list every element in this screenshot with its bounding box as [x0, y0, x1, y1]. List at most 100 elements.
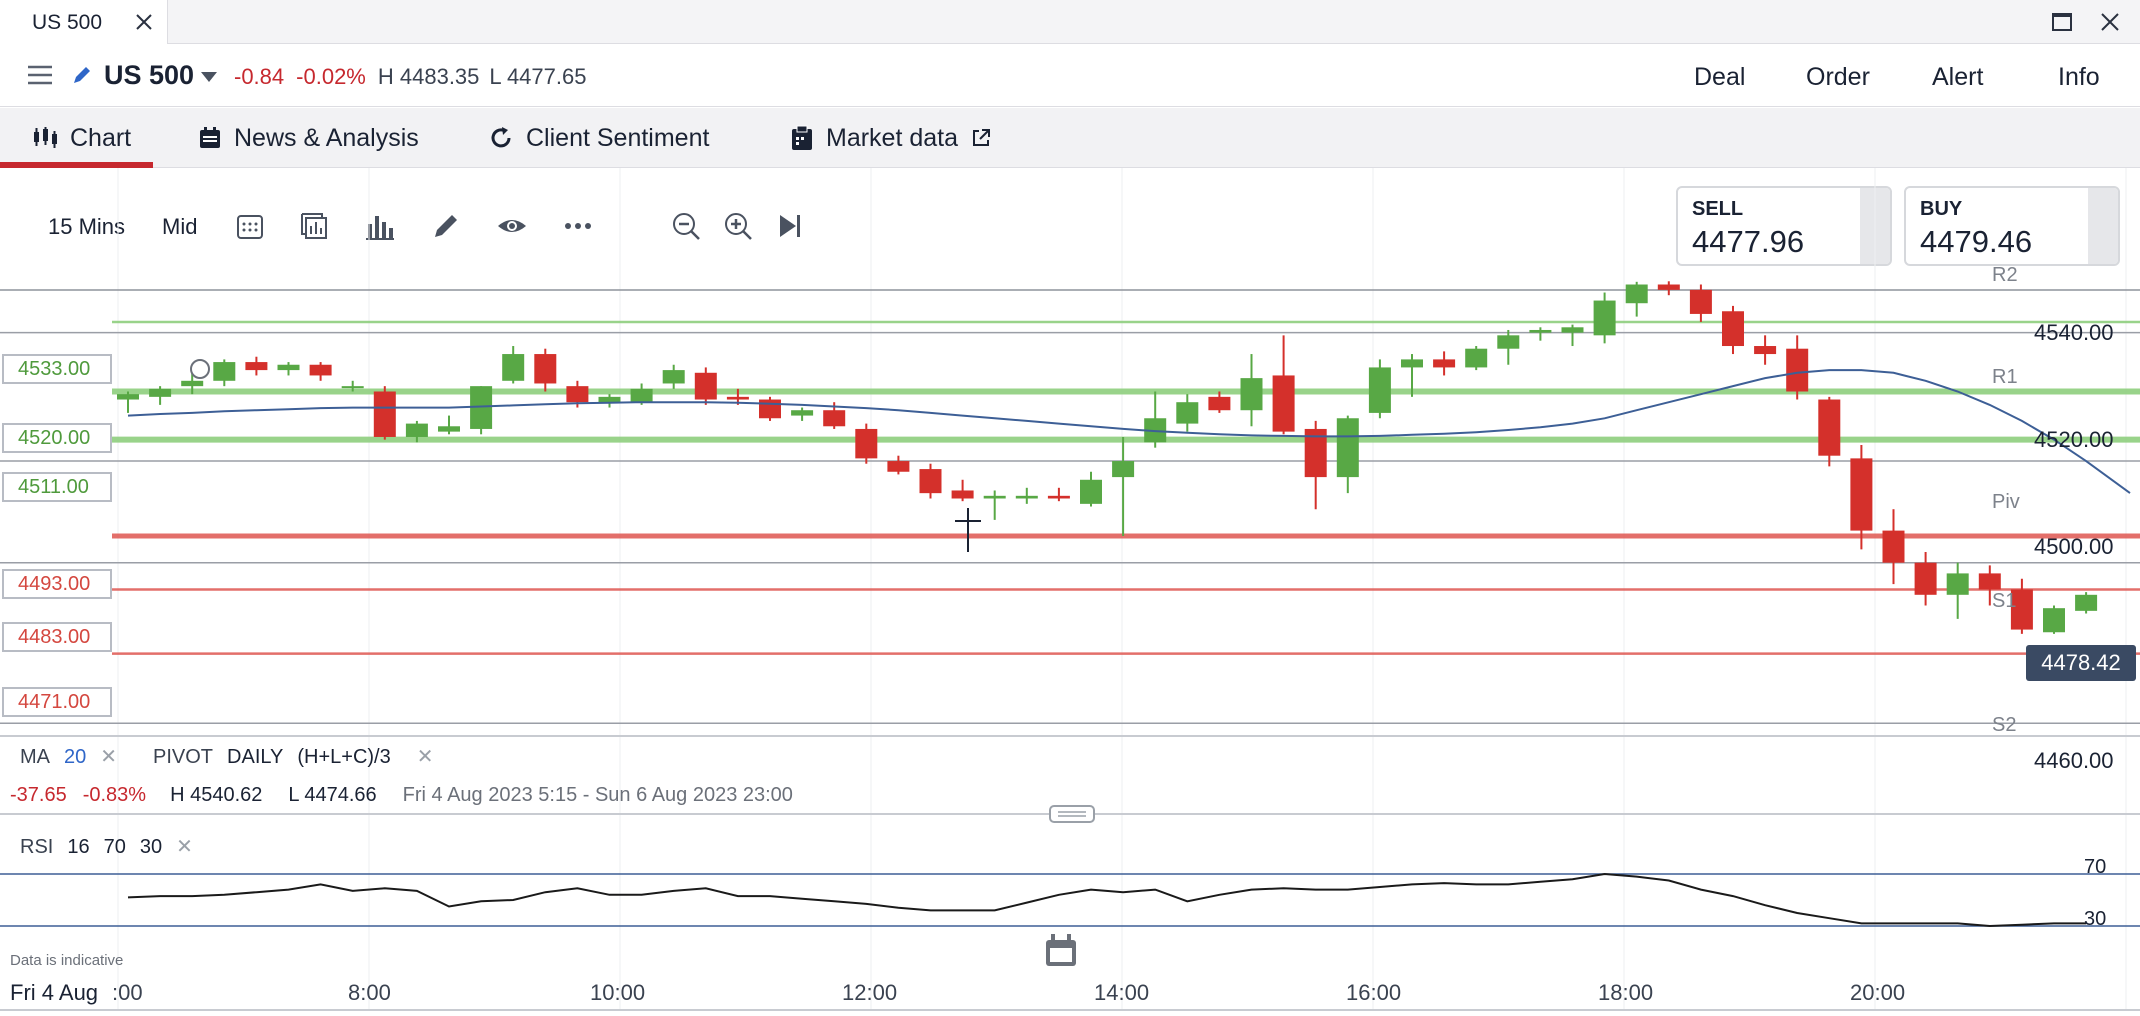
y-tick-4520: 4520.00: [2034, 427, 2114, 452]
time-tick-0: :00: [112, 980, 143, 1005]
candle-body: [694, 372, 717, 400]
candle-body: [919, 469, 942, 494]
time-tick-1800: 18:00: [1598, 980, 1654, 1005]
order-button[interactable]: Order: [1806, 63, 1870, 91]
candle-body: [1882, 530, 1905, 563]
alert-button[interactable]: Alert: [1932, 63, 1984, 91]
remove-pivot-icon[interactable]: ✕: [416, 746, 434, 768]
candle-body: [1080, 479, 1102, 504]
price-chart[interactable]: [0, 168, 2140, 1016]
tab-chart[interactable]: Chart: [0, 108, 154, 168]
buy-price: 4479.46: [1920, 224, 2033, 259]
pencil-icon[interactable]: [70, 63, 94, 87]
remove-rsi-icon[interactable]: ✕: [176, 836, 193, 858]
date-range-icon[interactable]: [234, 210, 266, 242]
current-price-tag: 4478.42: [2026, 645, 2136, 681]
pivot-r2-label: R2: [1992, 264, 2018, 286]
ma-label: MA: [20, 746, 50, 768]
info-button[interactable]: Info: [2058, 63, 2100, 91]
candle-body: [1368, 367, 1391, 413]
tab-market-data[interactable]: Market data: [790, 108, 992, 168]
pivot-formula[interactable]: (H+L+C)/3: [297, 746, 391, 768]
candle-body: [405, 423, 428, 437]
rsi-label: RSI: [20, 836, 54, 858]
price-change-pct: -0.02%: [296, 64, 366, 89]
buy-button[interactable]: BUY 4479.46: [1904, 186, 2120, 266]
candle-body: [149, 388, 172, 397]
eye-icon[interactable]: [496, 210, 528, 242]
ma-period[interactable]: 20: [64, 746, 87, 768]
level-4533-box[interactable]: 4533.00: [2, 354, 112, 384]
y-tick-4500: 4500.00: [2034, 534, 2114, 559]
chevron-down-icon[interactable]: [200, 71, 218, 83]
level-4520-box[interactable]: 4520.00: [2, 423, 112, 453]
window-tab[interactable]: US 500: [0, 0, 168, 44]
candle-body: [887, 461, 910, 472]
tab-sentiment-label: Client Sentiment: [526, 123, 710, 152]
candle-body: [1208, 396, 1231, 411]
close-tab-icon[interactable]: [132, 10, 156, 34]
sell-label: SELL: [1692, 198, 1744, 220]
candle-body: [726, 396, 749, 400]
rsi-legend: RSI 16 70 30 ✕: [20, 834, 193, 859]
draw-pencil-icon[interactable]: [430, 210, 462, 242]
candle-body: [2075, 594, 2098, 611]
candle-body: [1304, 428, 1327, 478]
session-low: L 4477.65: [489, 64, 587, 89]
remove-ma-icon[interactable]: ✕: [100, 746, 118, 768]
candle-body: [566, 386, 589, 403]
hamburger-menu-icon[interactable]: [26, 63, 54, 87]
level-4493-box[interactable]: 4493.00: [2, 569, 112, 599]
instrument-name[interactable]: US 500: [104, 60, 195, 90]
candles-icon: [34, 127, 57, 148]
level-4483-box[interactable]: 4483.00: [2, 622, 112, 652]
candle-body: [373, 391, 396, 437]
instrument-header: US 500 -0.84 -0.02% H 4483.35 L 4477.65 Dea…: [0, 45, 2140, 107]
horizontal-levels: [112, 320, 2140, 655]
title-bar: US 500: [0, 0, 2140, 44]
rsi-period[interactable]: 16: [67, 836, 90, 858]
chart-type-icon[interactable]: [364, 210, 396, 242]
pivot-lines: [0, 331, 2140, 724]
pivot-r1-label: R1: [1992, 366, 2018, 388]
candle-body: [1978, 573, 2001, 590]
candle-body: [470, 386, 493, 429]
price-type-select[interactable]: Mid: [162, 214, 198, 239]
close-window-icon[interactable]: [2098, 10, 2122, 34]
calendar-picker-icon: [1046, 934, 1076, 966]
candle-body: [1754, 346, 1777, 355]
tab-news-analysis[interactable]: News & Analysis: [198, 108, 419, 168]
level-4471-box[interactable]: 4471.00: [2, 687, 112, 717]
candle-body: [1689, 289, 1712, 314]
skip-to-end-icon[interactable]: [774, 210, 806, 242]
more-icon[interactable]: [562, 210, 594, 242]
pivot-label: PIVOT: [153, 746, 214, 768]
zoom-in-icon[interactable]: [722, 210, 754, 242]
level-4511-box[interactable]: 4511.00: [2, 472, 112, 502]
candle-body: [598, 396, 621, 403]
range-low: L 4474.66: [288, 784, 377, 806]
candle-body: [1015, 495, 1038, 499]
maximize-icon[interactable]: [2050, 10, 2074, 34]
y-tick-4460: 4460.00: [2034, 748, 2114, 773]
time-tick-2000: 20:00: [1850, 980, 1906, 1005]
chart-layout-icon[interactable]: [298, 210, 330, 242]
rsi-lower[interactable]: 30: [139, 836, 163, 858]
candle-body: [1657, 284, 1680, 290]
candle-body: [855, 428, 878, 459]
deal-button[interactable]: Deal: [1694, 63, 1746, 91]
candle-body: [1529, 329, 1552, 333]
buy-ticket-strip: [2088, 188, 2118, 264]
buy-label: BUY: [1920, 198, 1963, 220]
candle-body: [1850, 458, 1873, 531]
interval-select[interactable]: 15 Mins: [48, 214, 126, 239]
time-axis-date: Fri 4 Aug: [10, 980, 99, 1005]
pivot-period[interactable]: DAILY: [227, 746, 284, 768]
candle-body: [1401, 359, 1423, 368]
rsi-tick-30: 30: [2084, 908, 2107, 930]
candle-body: [983, 495, 1006, 499]
zoom-out-icon[interactable]: [670, 210, 702, 242]
tab-client-sentiment[interactable]: Client Sentiment: [488, 108, 709, 168]
rsi-upper[interactable]: 70: [103, 836, 126, 858]
candle-body: [1722, 311, 1744, 347]
